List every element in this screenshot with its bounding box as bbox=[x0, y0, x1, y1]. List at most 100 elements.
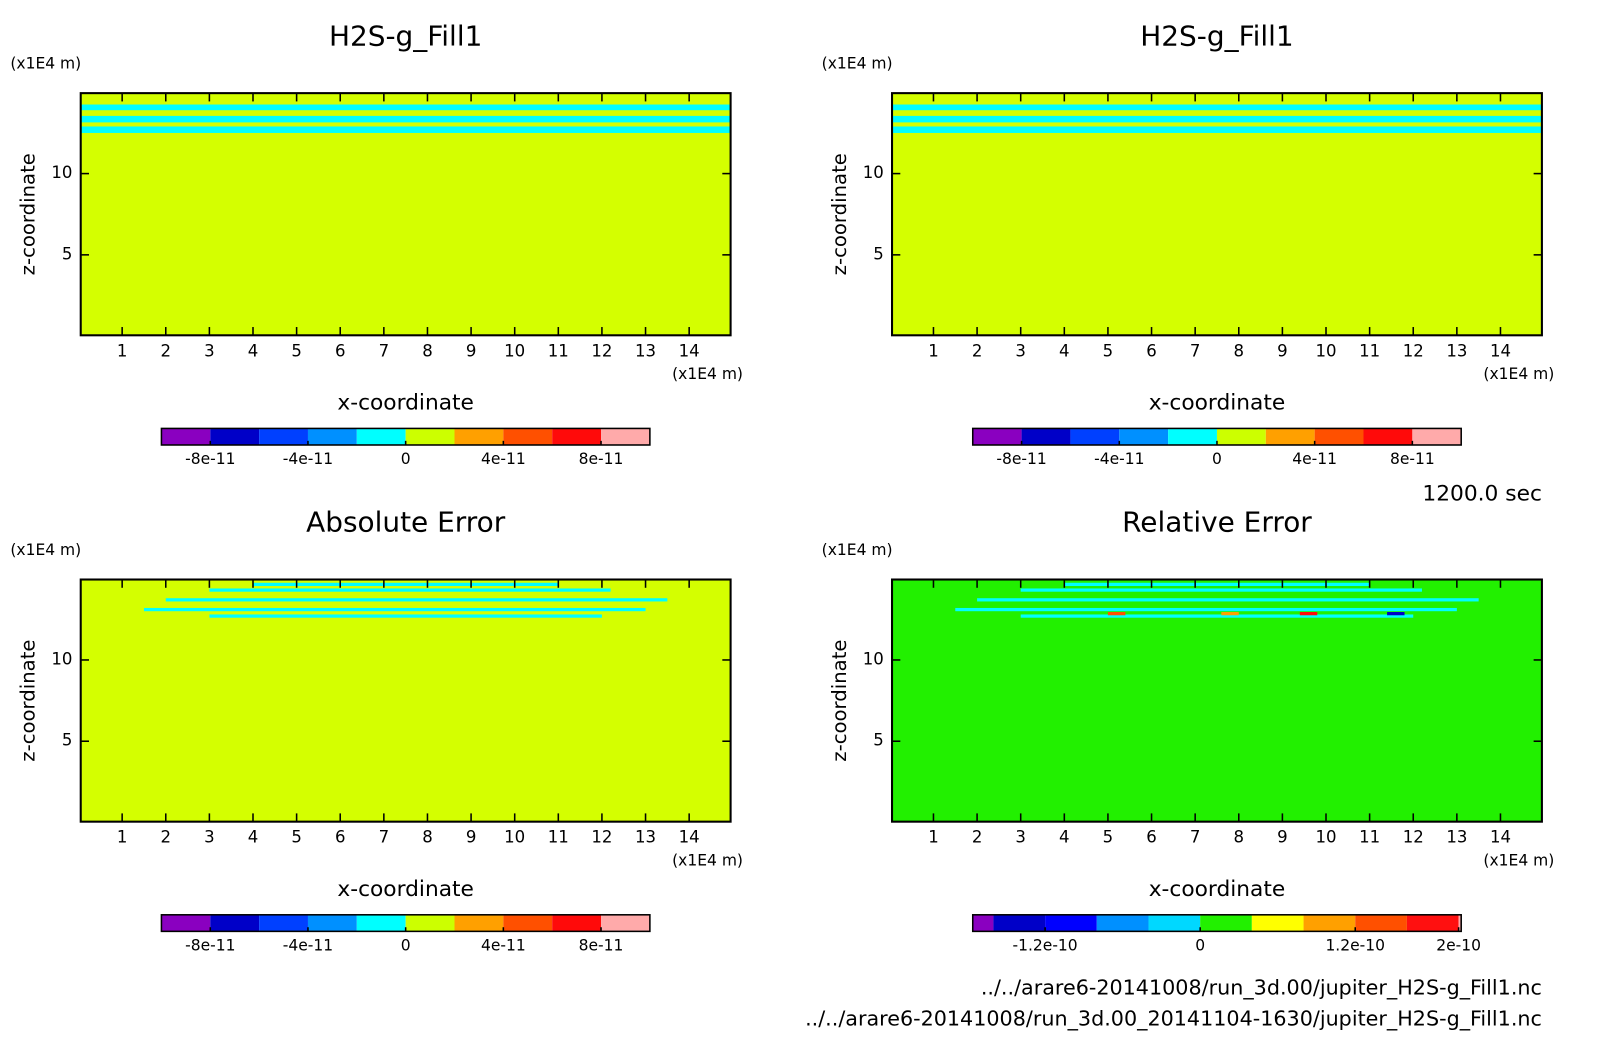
y-axis-label: z-coordinate bbox=[828, 153, 851, 275]
y-tick-label: 10 bbox=[863, 649, 884, 668]
x-tick-label: 6 bbox=[1146, 341, 1157, 360]
colorbar-segment bbox=[503, 914, 553, 932]
colorbar-segment bbox=[161, 914, 211, 932]
colorbar-segment bbox=[356, 914, 406, 932]
x-tick-label: 13 bbox=[1446, 341, 1467, 360]
time-label: 1200.0 sec bbox=[1422, 482, 1542, 507]
x-unit: (x1E4 m) bbox=[672, 365, 743, 383]
colorbar-segment bbox=[1406, 914, 1459, 932]
field-band bbox=[1107, 612, 1126, 616]
colorbar-segment bbox=[1303, 914, 1356, 932]
plot-area bbox=[892, 579, 1542, 822]
field-band bbox=[80, 104, 731, 111]
colorbar-segment bbox=[1355, 914, 1407, 932]
field-band bbox=[1020, 588, 1422, 592]
x-tick-label: 1 bbox=[117, 341, 128, 360]
plot-frame bbox=[890, 92, 1543, 337]
x-tick-label: 7 bbox=[379, 341, 390, 360]
colorbar-segment bbox=[161, 428, 211, 445]
x-tick-label: 1 bbox=[928, 828, 939, 847]
field-band bbox=[892, 104, 1542, 111]
x-tick-label: 4 bbox=[248, 341, 259, 360]
x-tick-label: 9 bbox=[466, 828, 477, 847]
y-axis-label: z-coordinate bbox=[16, 153, 39, 275]
x-tick-label: 11 bbox=[548, 341, 569, 360]
colorbar-tick-label: -1.2e-10 bbox=[1013, 936, 1078, 954]
panel-title: H2S-g_Fill1 bbox=[1140, 19, 1293, 52]
x-tick-label: 5 bbox=[1103, 341, 1114, 360]
x-tick-label: 13 bbox=[635, 828, 656, 847]
x-axis-label: x-coordinate bbox=[337, 877, 474, 902]
x-axis-label: x-coordinate bbox=[337, 391, 474, 416]
x-tick-label: 9 bbox=[1277, 341, 1288, 360]
colorbar-segment bbox=[259, 914, 308, 932]
panel-title: H2S-g_Fill1 bbox=[329, 19, 482, 52]
colorbar-segment bbox=[307, 428, 357, 445]
colorbar-segment bbox=[1045, 914, 1097, 932]
colorbar-segment bbox=[210, 428, 260, 445]
field-band bbox=[892, 126, 1542, 133]
x-unit: (x1E4 m) bbox=[1483, 851, 1554, 869]
colorbar-segment bbox=[210, 914, 260, 932]
y-axis-label: z-coordinate bbox=[828, 639, 851, 761]
colorbar-segment bbox=[1251, 914, 1304, 932]
field-band bbox=[1387, 612, 1405, 616]
colorbar-tick-label: 0 bbox=[401, 936, 411, 954]
colorbar-tick-label: -4e-11 bbox=[283, 450, 333, 468]
plot-area bbox=[80, 93, 731, 336]
field-band bbox=[1221, 612, 1239, 616]
field-band bbox=[143, 607, 646, 612]
plot-frame bbox=[890, 578, 1543, 823]
colorbar-tick-label: 4e-11 bbox=[1292, 450, 1337, 468]
colorbar-segment bbox=[454, 428, 504, 445]
colorbar-tick-label: 0 bbox=[1212, 450, 1222, 468]
x-tick-label: 3 bbox=[1015, 828, 1026, 847]
colorbar-tick-label: 4e-11 bbox=[481, 450, 526, 468]
field-band bbox=[892, 115, 1542, 123]
x-tick-label: 13 bbox=[635, 341, 656, 360]
field-band bbox=[80, 126, 731, 133]
x-tick-label: 11 bbox=[1359, 341, 1380, 360]
x-tick-label: 12 bbox=[591, 341, 612, 360]
x-tick-label: 8 bbox=[1234, 828, 1245, 847]
colorbar-tick-label: 0 bbox=[401, 450, 411, 468]
colorbar-segment bbox=[1148, 914, 1201, 932]
colorbar-segment bbox=[1021, 428, 1071, 445]
y-unit: (x1E4 m) bbox=[10, 541, 81, 559]
colorbar-segment bbox=[1458, 914, 1462, 932]
colorbar-segment bbox=[1200, 914, 1252, 932]
field-band bbox=[955, 607, 1457, 612]
plot-area bbox=[80, 579, 731, 822]
x-tick-label: 8 bbox=[422, 828, 433, 847]
colorbar-segment bbox=[601, 428, 650, 445]
x-tick-label: 4 bbox=[1059, 341, 1070, 360]
x-tick-label: 5 bbox=[291, 828, 302, 847]
x-tick-label: 2 bbox=[161, 828, 172, 847]
colorbar-segment bbox=[1314, 428, 1364, 445]
colorbar-segment bbox=[307, 914, 357, 932]
colorbar-segment bbox=[503, 428, 553, 445]
y-unit: (x1E4 m) bbox=[822, 541, 893, 559]
y-tick-label: 10 bbox=[51, 649, 72, 668]
colorbar-segment bbox=[1096, 914, 1149, 932]
colorbar-segment bbox=[972, 428, 1022, 445]
x-tick-label: 2 bbox=[972, 828, 983, 847]
x-tick-label: 10 bbox=[504, 341, 525, 360]
colorbar-segment bbox=[1168, 428, 1217, 445]
x-tick-label: 12 bbox=[1403, 828, 1424, 847]
colorbar-tick-label: -8e-11 bbox=[185, 936, 235, 954]
x-tick-label: 2 bbox=[972, 341, 983, 360]
field-band bbox=[209, 614, 602, 618]
colorbar-tick-label: -4e-11 bbox=[283, 936, 333, 954]
x-tick-label: 9 bbox=[466, 341, 477, 360]
colorbar-segment bbox=[1070, 428, 1120, 445]
panel-title: Absolute Error bbox=[306, 506, 506, 539]
x-tick-label: 7 bbox=[1190, 828, 1201, 847]
x-tick-label: 3 bbox=[1015, 341, 1026, 360]
colorbar-segment bbox=[1412, 428, 1462, 445]
colorbar-tick-label: 8e-11 bbox=[579, 936, 624, 954]
field-band bbox=[977, 598, 1479, 602]
y-tick-label: 5 bbox=[873, 731, 884, 750]
colorbar-tick-label: 2e-10 bbox=[1436, 936, 1481, 954]
x-tick-label: 7 bbox=[1190, 341, 1201, 360]
